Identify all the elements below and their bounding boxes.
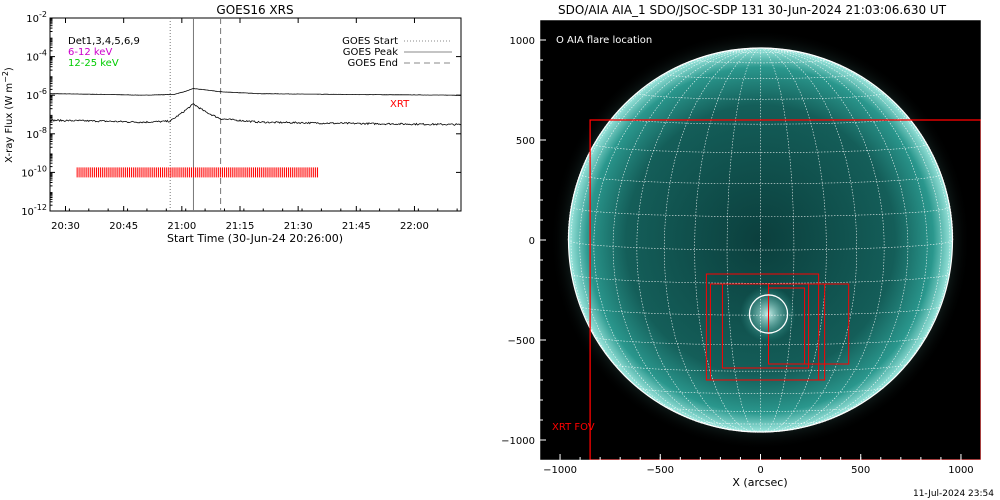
goes-series-group <box>50 88 461 126</box>
legend-12-25kev: 12-25 keV <box>68 58 119 69</box>
goes-ylabel: X-ray Flux (W m−2) <box>1 67 15 163</box>
legend-detectors: Det1,3,4,5,6,9 <box>68 36 140 47</box>
aia-xtick-label: 1000 <box>948 465 973 476</box>
longitude-line <box>760 47 909 433</box>
aia-xtick-label: −1000 <box>543 465 577 476</box>
goes-plot-frame <box>49 17 462 212</box>
xrt-fov-label: XRT FOV <box>552 422 595 433</box>
xrt-label: XRT <box>390 99 410 110</box>
longitude-line <box>593 47 761 432</box>
longitude-line <box>570 47 761 424</box>
goes-series-0 <box>50 88 461 96</box>
aia-xtick-label: 0 <box>757 465 763 476</box>
aia-title: SDO/AIA AIA_1 SDO/JSOC-SDP 131 30-Jun-20… <box>558 3 947 17</box>
aia-ytick-label: −1000 <box>501 436 535 447</box>
xrt-pointing-box <box>721 283 810 369</box>
goes-series-1 <box>50 103 461 126</box>
goes-xtick-label: 20:30 <box>51 221 80 232</box>
latitude-line <box>636 387 885 394</box>
goes-xtick-label: 20:45 <box>109 221 138 232</box>
goes-ytick-label: 10-8 <box>26 126 47 141</box>
goes-ytick-label: 10-4 <box>26 49 47 64</box>
aia-axes: −1000 −500 0 500 1000 1000 500 0 −500 −1000 <box>501 36 974 476</box>
latitude-line <box>579 174 942 184</box>
goes-event-lines <box>169 18 222 211</box>
aia-ytick-label: 0 <box>529 236 535 247</box>
aia-legend: O AIA flare location <box>556 35 652 46</box>
latitude-line <box>570 206 951 217</box>
legend-6-12kev: 6-12 keV <box>68 47 112 58</box>
goes-xtick-label: 21:45 <box>342 221 371 232</box>
goes-xtick-label: 22:00 <box>400 221 429 232</box>
goes-title: GOES16 XRS <box>216 3 293 17</box>
legend-goes-peak: GOES Peak <box>343 47 398 58</box>
latitude-line <box>664 406 857 412</box>
xrt-pointing-box <box>768 287 806 365</box>
heliographic-grid <box>567 47 954 433</box>
aia-image-panel: SDO/AIA AIA_1 SDO/JSOC-SDP 131 30-Jun-20… <box>501 3 994 499</box>
longitude-line <box>760 47 928 432</box>
longitude-line <box>612 47 761 433</box>
xrt-coverage-ticks <box>76 167 319 178</box>
footer-timestamp: 11-Jul-2024 23:54 <box>913 489 994 499</box>
goes-xtick-label: 21:15 <box>226 221 255 232</box>
latitude-line <box>612 116 909 125</box>
longitude-line <box>636 47 761 433</box>
longitude-line <box>726 47 761 433</box>
longitude-line <box>760 47 885 433</box>
longitude-line <box>760 47 951 424</box>
goes-ytick-label: 10-10 <box>21 164 47 179</box>
legend-goes-end: GOES End <box>348 58 398 69</box>
longitude-line <box>664 47 761 433</box>
longitude-line <box>760 47 942 431</box>
longitude-line <box>760 47 827 433</box>
goes-xtick-label: 21:00 <box>167 221 196 232</box>
aia-xtick-label: 500 <box>851 465 870 476</box>
latitude-line <box>664 73 857 79</box>
aia-xtick-label: −500 <box>647 465 674 476</box>
longitude-line <box>694 47 761 433</box>
goes-xtick-label: 21:30 <box>284 221 313 232</box>
xrt-fov-box <box>589 119 981 460</box>
legend-goes-start: GOES Start <box>342 36 398 47</box>
goes-ytick-label: 10-2 <box>26 10 47 25</box>
aia-flare-location-circle <box>748 294 789 334</box>
aia-ytick-label: 500 <box>516 136 535 147</box>
longitude-line <box>760 47 857 433</box>
latitude-line <box>593 336 928 346</box>
aia-ytick-label: 1000 <box>510 36 535 47</box>
goes-xlabel: Start Time (30-Jun-24 20:26:00) <box>167 232 343 245</box>
xrt-fov-overlays <box>589 119 981 460</box>
goes-axes: 20:30 20:45 21:00 21:15 21:30 21:45 22:00 10-2 1… <box>21 10 461 232</box>
longitude-line <box>760 47 795 433</box>
aia-xlabel: X (arcsec) <box>732 476 787 489</box>
latitude-line <box>695 420 826 425</box>
solar-limb <box>567 47 954 433</box>
latitude-line <box>570 273 951 284</box>
latitude-line <box>726 50 795 53</box>
goes-lightcurve-panel: GOES16 XRS 20:30 20:45 21:00 21:15 21:30 21:4… <box>1 3 462 245</box>
longitude-line <box>579 47 761 431</box>
goes-ytick-label: 10-12 <box>21 203 47 218</box>
aia-ytick-label: −500 <box>508 336 535 347</box>
goes-ytick-label: 10-6 <box>26 87 47 102</box>
